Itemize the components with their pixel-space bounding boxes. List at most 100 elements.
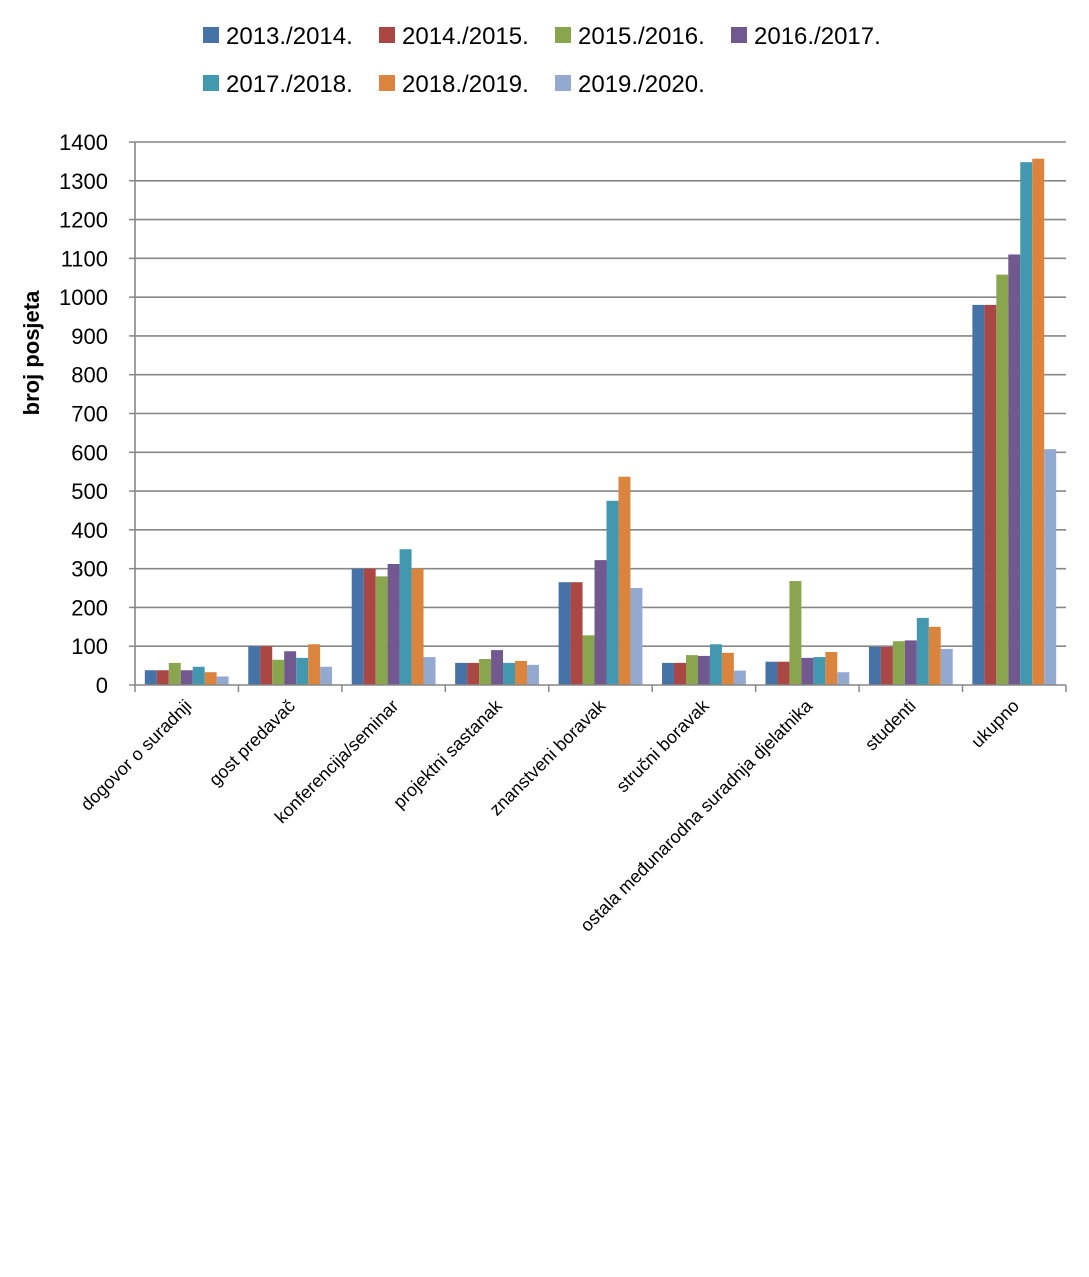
legend-label: 2016./2017. (754, 23, 881, 50)
bar (387, 563, 400, 685)
legend-label: 2019./2020. (578, 71, 705, 98)
bar (144, 670, 157, 685)
y-tick-label: 0 (96, 673, 108, 698)
y-tick-label: 900 (71, 324, 108, 349)
y-tick-label: 1400 (59, 130, 108, 155)
bar (709, 644, 722, 685)
bar (868, 646, 881, 685)
x-tick-label: projektni sastanak (389, 695, 506, 812)
bar (284, 651, 297, 685)
y-axis-label: broj posjeta (19, 290, 44, 415)
bar (491, 650, 504, 685)
x-tick-label: studenti (861, 696, 920, 755)
y-tick-label: 100 (71, 634, 108, 659)
legend-label: 2017./2018. (226, 71, 353, 98)
legend-label: 2014./2015. (402, 23, 529, 50)
bar (582, 635, 595, 685)
y-tick-label: 200 (71, 595, 108, 620)
bar (248, 646, 261, 685)
bar (272, 659, 285, 685)
bar (411, 568, 424, 685)
bar (204, 672, 217, 685)
bar (515, 660, 527, 685)
bar (996, 274, 1009, 685)
bar (467, 662, 480, 685)
y-tick-label: 400 (71, 518, 108, 543)
bar (156, 670, 169, 685)
bars (144, 158, 1057, 685)
legend-label: 2013./2014. (226, 23, 353, 50)
bar (1044, 449, 1057, 685)
bar (260, 646, 273, 685)
x-tick-label: dogovor o suradnji (77, 696, 196, 815)
y-tick-labels: 0 100 200 300 400 500 600 700 800 900 1000 1100 1200… (59, 130, 135, 698)
bar (801, 657, 814, 685)
bar (721, 652, 734, 685)
bar (789, 581, 802, 685)
bar (168, 662, 181, 685)
bar (455, 662, 468, 685)
gridlines (135, 141, 1066, 648)
legend-swatch (379, 75, 395, 91)
bar (984, 304, 997, 685)
bar (674, 662, 686, 685)
x-tick-label: stručni boravak (612, 695, 713, 796)
bar (733, 670, 746, 685)
x-tick-label: ukupno (967, 696, 1023, 752)
bar (423, 657, 436, 685)
bar (606, 500, 619, 685)
legend-swatch (731, 27, 747, 43)
bar (892, 641, 905, 685)
bar (904, 640, 917, 685)
x-tick-label: ostala međunarodna suradnja djelatnika (576, 695, 817, 936)
bar (479, 659, 492, 685)
bar (697, 655, 710, 685)
bar (526, 664, 539, 685)
bar (777, 661, 790, 685)
bar (216, 676, 229, 685)
bar (180, 670, 193, 685)
legend-label: 2015./2016. (578, 23, 705, 50)
bar (570, 582, 583, 685)
legend-swatch (555, 27, 571, 43)
y-tick-label: 1000 (59, 285, 108, 310)
y-tick-label: 1100 (61, 246, 108, 271)
bar (320, 666, 333, 685)
y-tick-label: 500 (71, 479, 108, 504)
legend: 2013./2014. 2014./2015. 2015./2016. 2016./2… (203, 23, 881, 98)
bar (685, 655, 698, 685)
bar (1032, 158, 1045, 685)
y-tick-label: 300 (71, 557, 108, 582)
bar (1020, 162, 1033, 685)
x-tick-labels: dogovor o suradnji gost predavačkonferenc… (77, 695, 1023, 936)
x-tick-label: gost predavač (205, 696, 299, 790)
bar (630, 588, 643, 685)
bar (192, 666, 205, 685)
y-tick-label: 700 (71, 402, 108, 427)
bar (363, 568, 376, 685)
bar (618, 476, 631, 685)
y-tick-label: 1200 (59, 208, 108, 233)
y-tick-label: 800 (71, 363, 108, 388)
legend-swatch (555, 75, 571, 91)
bar (399, 549, 412, 685)
bar (916, 617, 929, 685)
legend-swatch (203, 75, 219, 91)
bar (296, 657, 309, 685)
y-tick-label: 1300 (59, 169, 108, 194)
bar (972, 304, 985, 685)
bar (813, 657, 826, 685)
bar (837, 672, 850, 685)
bar (928, 626, 941, 685)
x-tick-label: znanstveni boravak (486, 695, 611, 820)
legend-swatch (203, 27, 219, 43)
bar (940, 648, 953, 685)
bar (375, 576, 388, 685)
bar (765, 661, 778, 685)
bar (594, 560, 607, 685)
bar (880, 646, 893, 685)
bar (1008, 254, 1021, 685)
bar (308, 644, 321, 685)
bar (503, 662, 516, 685)
